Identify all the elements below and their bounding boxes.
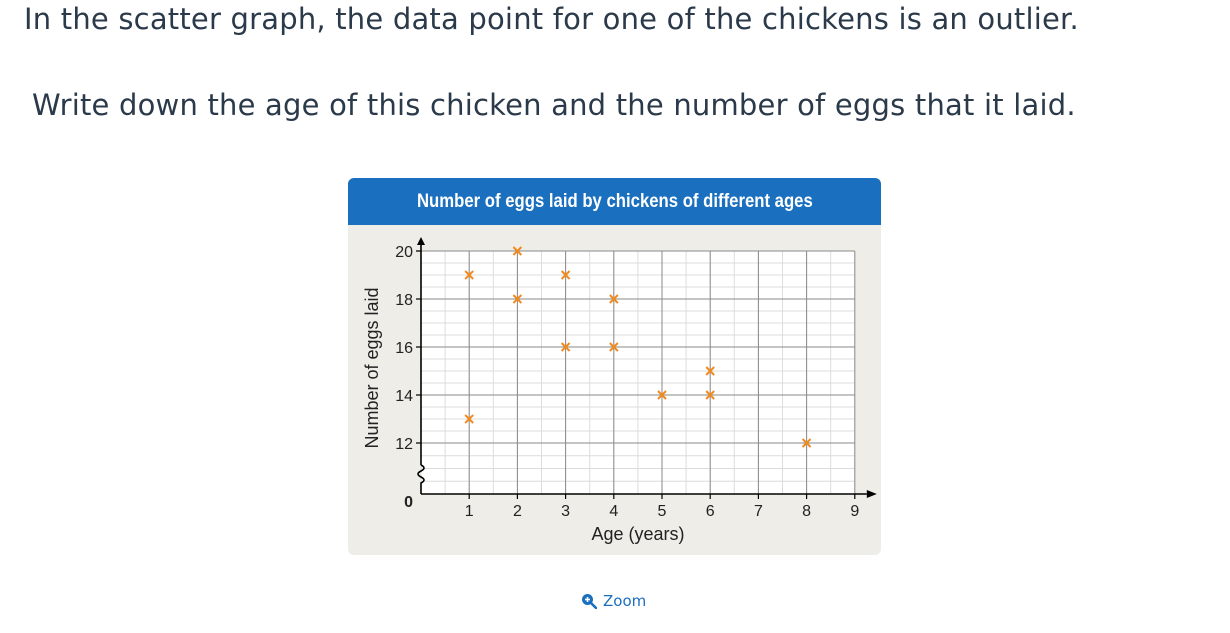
data-point: [512, 294, 523, 304]
data-point: [705, 390, 715, 400]
y-tick-label: 18: [395, 292, 413, 309]
question-line-2: Write down the age of this chicken and t…: [32, 88, 1076, 122]
x-tick-label: 9: [850, 503, 859, 520]
x-tick-label: 7: [754, 503, 763, 520]
data-point: [512, 246, 523, 256]
chart-card: Number of eggs laid by chickens of diffe…: [348, 178, 881, 555]
data-point: [657, 390, 667, 400]
x-axis-arrow: [866, 490, 877, 498]
data-point: [464, 270, 474, 280]
data-point: [705, 366, 715, 376]
zoom-label: Zoom: [603, 592, 647, 610]
x-tick-label: 4: [609, 503, 618, 520]
data-point: [560, 342, 571, 352]
data-point: [609, 342, 619, 352]
y-axis-arrow: [417, 237, 425, 245]
data-point: [801, 438, 812, 448]
x-tick-label: 8: [802, 503, 811, 520]
data-point: [609, 294, 619, 304]
y-axis-label: Number of eggs laid: [362, 287, 382, 448]
x-tick-label: 3: [561, 503, 570, 520]
x-axis-label: Age (years): [591, 524, 684, 544]
origin-label: 0: [404, 494, 413, 511]
y-tick-label: 16: [395, 340, 413, 357]
y-tick-label: 14: [395, 388, 413, 405]
question-line-1: In the scatter graph, the data point for…: [24, 2, 1079, 36]
y-axis-break: [417, 464, 425, 494]
x-tick-label: 2: [513, 503, 522, 520]
data-point: [464, 414, 474, 424]
chart-header: Number of eggs laid by chickens of diffe…: [348, 178, 881, 225]
x-tick-label: 6: [706, 503, 715, 520]
data-point: [560, 270, 571, 280]
x-tick-label: 5: [658, 503, 667, 520]
y-tick-label: 20: [395, 244, 413, 261]
y-tick-label: 12: [395, 436, 413, 453]
zoom-button[interactable]: Zoom: [581, 592, 646, 610]
x-tick-label: 1: [465, 503, 474, 520]
chart-title: Number of eggs laid by chickens of diffe…: [416, 190, 813, 212]
zoom-in-icon: [582, 594, 597, 609]
